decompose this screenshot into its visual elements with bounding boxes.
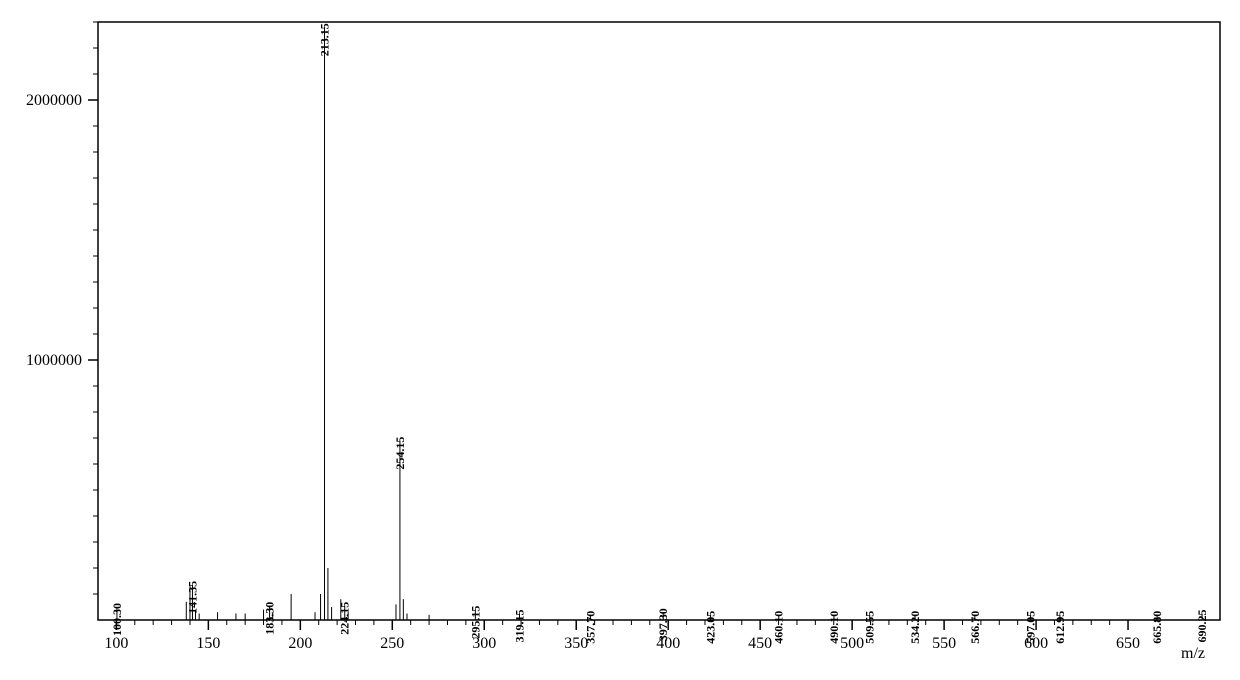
svg-text:150: 150 xyxy=(196,635,220,652)
svg-text:254.15: 254.15 xyxy=(393,437,407,470)
svg-text:200: 200 xyxy=(288,635,312,652)
mass-spectrum-chart: 100150200250300350400450500550600650m/z1… xyxy=(0,0,1240,680)
svg-text:650: 650 xyxy=(1116,635,1140,652)
svg-text:295.15: 295.15 xyxy=(468,606,482,639)
svg-text:2000000: 2000000 xyxy=(26,92,82,109)
svg-text:213.15: 213.15 xyxy=(318,23,332,56)
svg-text:509.55: 509.55 xyxy=(863,611,877,644)
svg-text:141.35: 141.35 xyxy=(185,581,199,614)
svg-text:490.10: 490.10 xyxy=(827,611,841,644)
svg-text:100.30: 100.30 xyxy=(110,603,124,636)
svg-text:612.95: 612.95 xyxy=(1053,611,1067,644)
svg-text:500: 500 xyxy=(840,635,864,652)
svg-text:397.30: 397.30 xyxy=(656,608,670,641)
svg-text:460.10: 460.10 xyxy=(772,611,786,644)
svg-text:597.05: 597.05 xyxy=(1024,611,1038,644)
svg-text:550: 550 xyxy=(932,635,956,652)
svg-text:423.05: 423.05 xyxy=(704,611,718,644)
svg-text:1000000: 1000000 xyxy=(26,352,82,369)
svg-text:665.80: 665.80 xyxy=(1150,611,1164,644)
svg-text:450: 450 xyxy=(748,635,772,652)
svg-text:183.30: 183.30 xyxy=(263,602,277,635)
svg-text:m/z: m/z xyxy=(1181,645,1205,662)
svg-text:250: 250 xyxy=(380,635,404,652)
svg-text:534.20: 534.20 xyxy=(908,611,922,644)
svg-text:357.70: 357.70 xyxy=(583,611,597,644)
svg-text:319.15: 319.15 xyxy=(512,610,526,643)
svg-text:566.70: 566.70 xyxy=(968,611,982,644)
svg-text:690.25: 690.25 xyxy=(1195,610,1209,643)
svg-text:100: 100 xyxy=(104,635,128,652)
svg-text:224.15: 224.15 xyxy=(338,602,352,635)
